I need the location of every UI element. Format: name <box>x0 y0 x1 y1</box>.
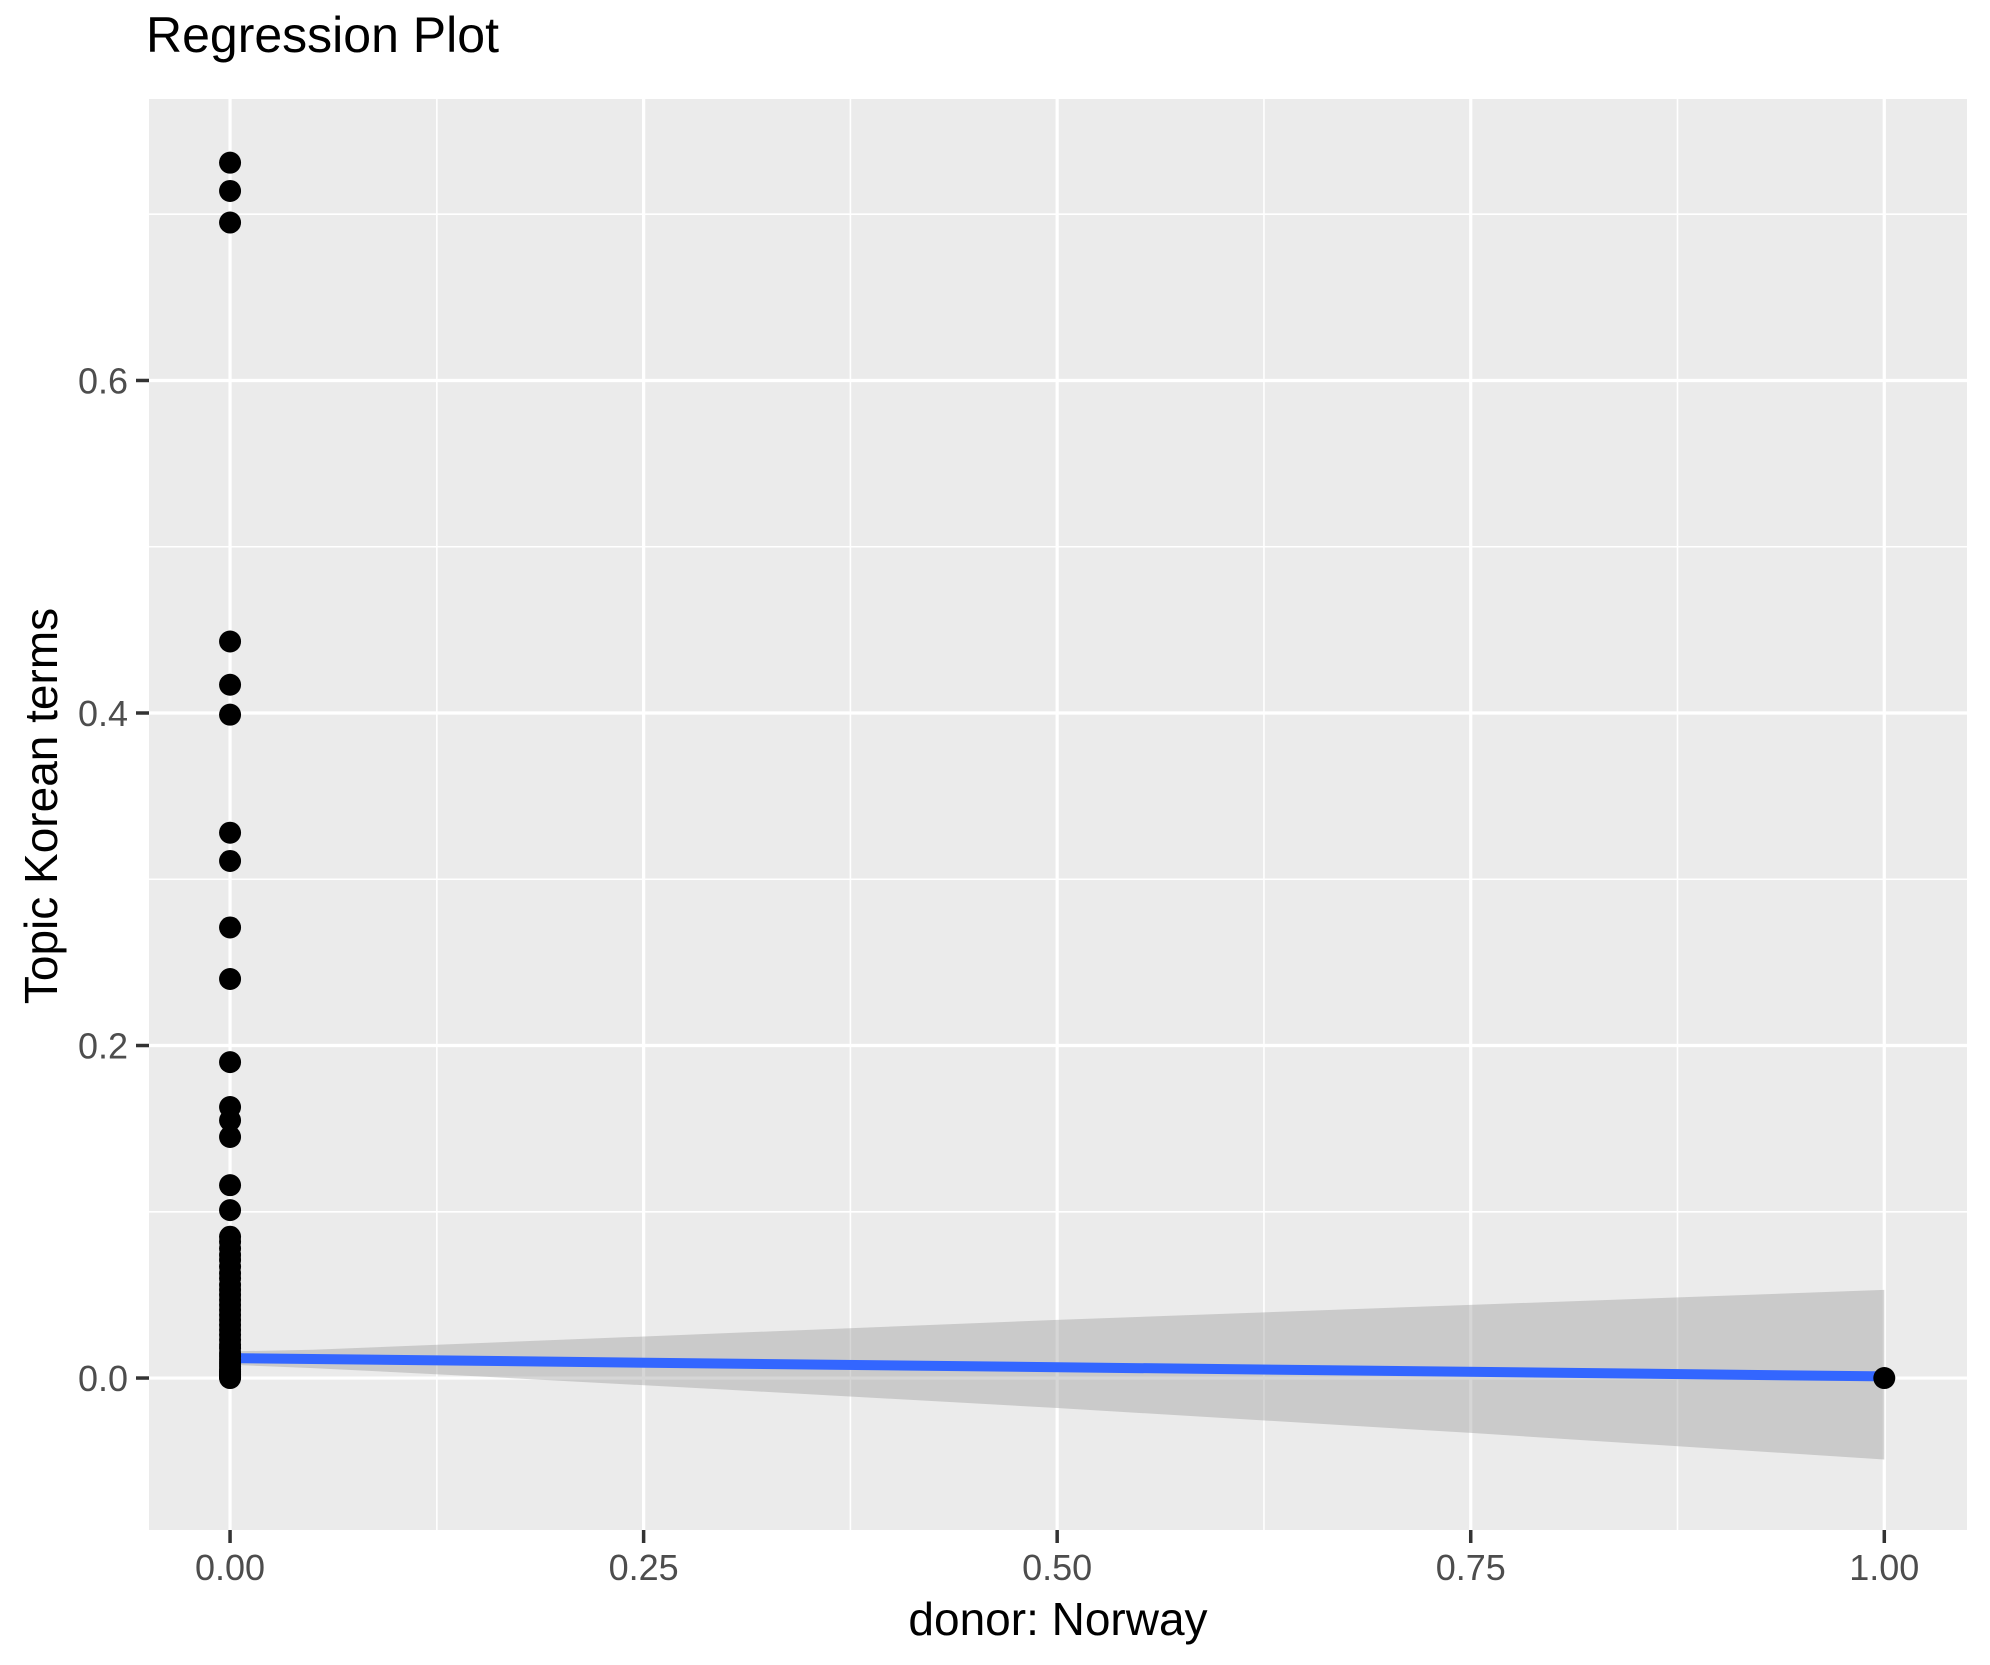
data-point <box>1873 1367 1896 1390</box>
x-axis-title: donor: Norway <box>908 1593 1208 1645</box>
data-point <box>219 1109 242 1132</box>
data-point <box>219 849 242 872</box>
data-point <box>219 1125 242 1148</box>
confidence-band <box>230 1289 1885 1460</box>
y-tick-label: 0.6 <box>78 360 128 401</box>
y-tick-label: 0.4 <box>78 693 128 734</box>
x-tick-label: 1.00 <box>1849 1547 1919 1588</box>
data-point <box>219 1051 242 1074</box>
data-point <box>219 1174 242 1197</box>
plot-title: Regression Plot <box>146 7 499 63</box>
data-point <box>219 821 242 844</box>
data-point <box>219 916 242 939</box>
x-tick-label: 0.00 <box>195 1547 265 1588</box>
regression-line <box>230 1353 1885 1382</box>
data-point <box>219 1199 242 1222</box>
data-point <box>219 151 242 174</box>
data-point <box>219 703 242 726</box>
x-tick-label: 0.25 <box>609 1547 679 1588</box>
x-tick-label: 0.50 <box>1022 1547 1092 1588</box>
y-axis-title: Topic Korean terms <box>15 607 67 1005</box>
data-point <box>219 630 242 653</box>
y-tick-label: 0.0 <box>78 1358 128 1399</box>
data-point <box>219 673 242 696</box>
y-tick-label: 0.2 <box>78 1026 128 1067</box>
data-point <box>219 968 242 991</box>
data-point <box>219 211 242 234</box>
x-tick-label: 0.75 <box>1436 1547 1506 1588</box>
data-point <box>219 1367 242 1390</box>
data-point <box>219 179 242 202</box>
